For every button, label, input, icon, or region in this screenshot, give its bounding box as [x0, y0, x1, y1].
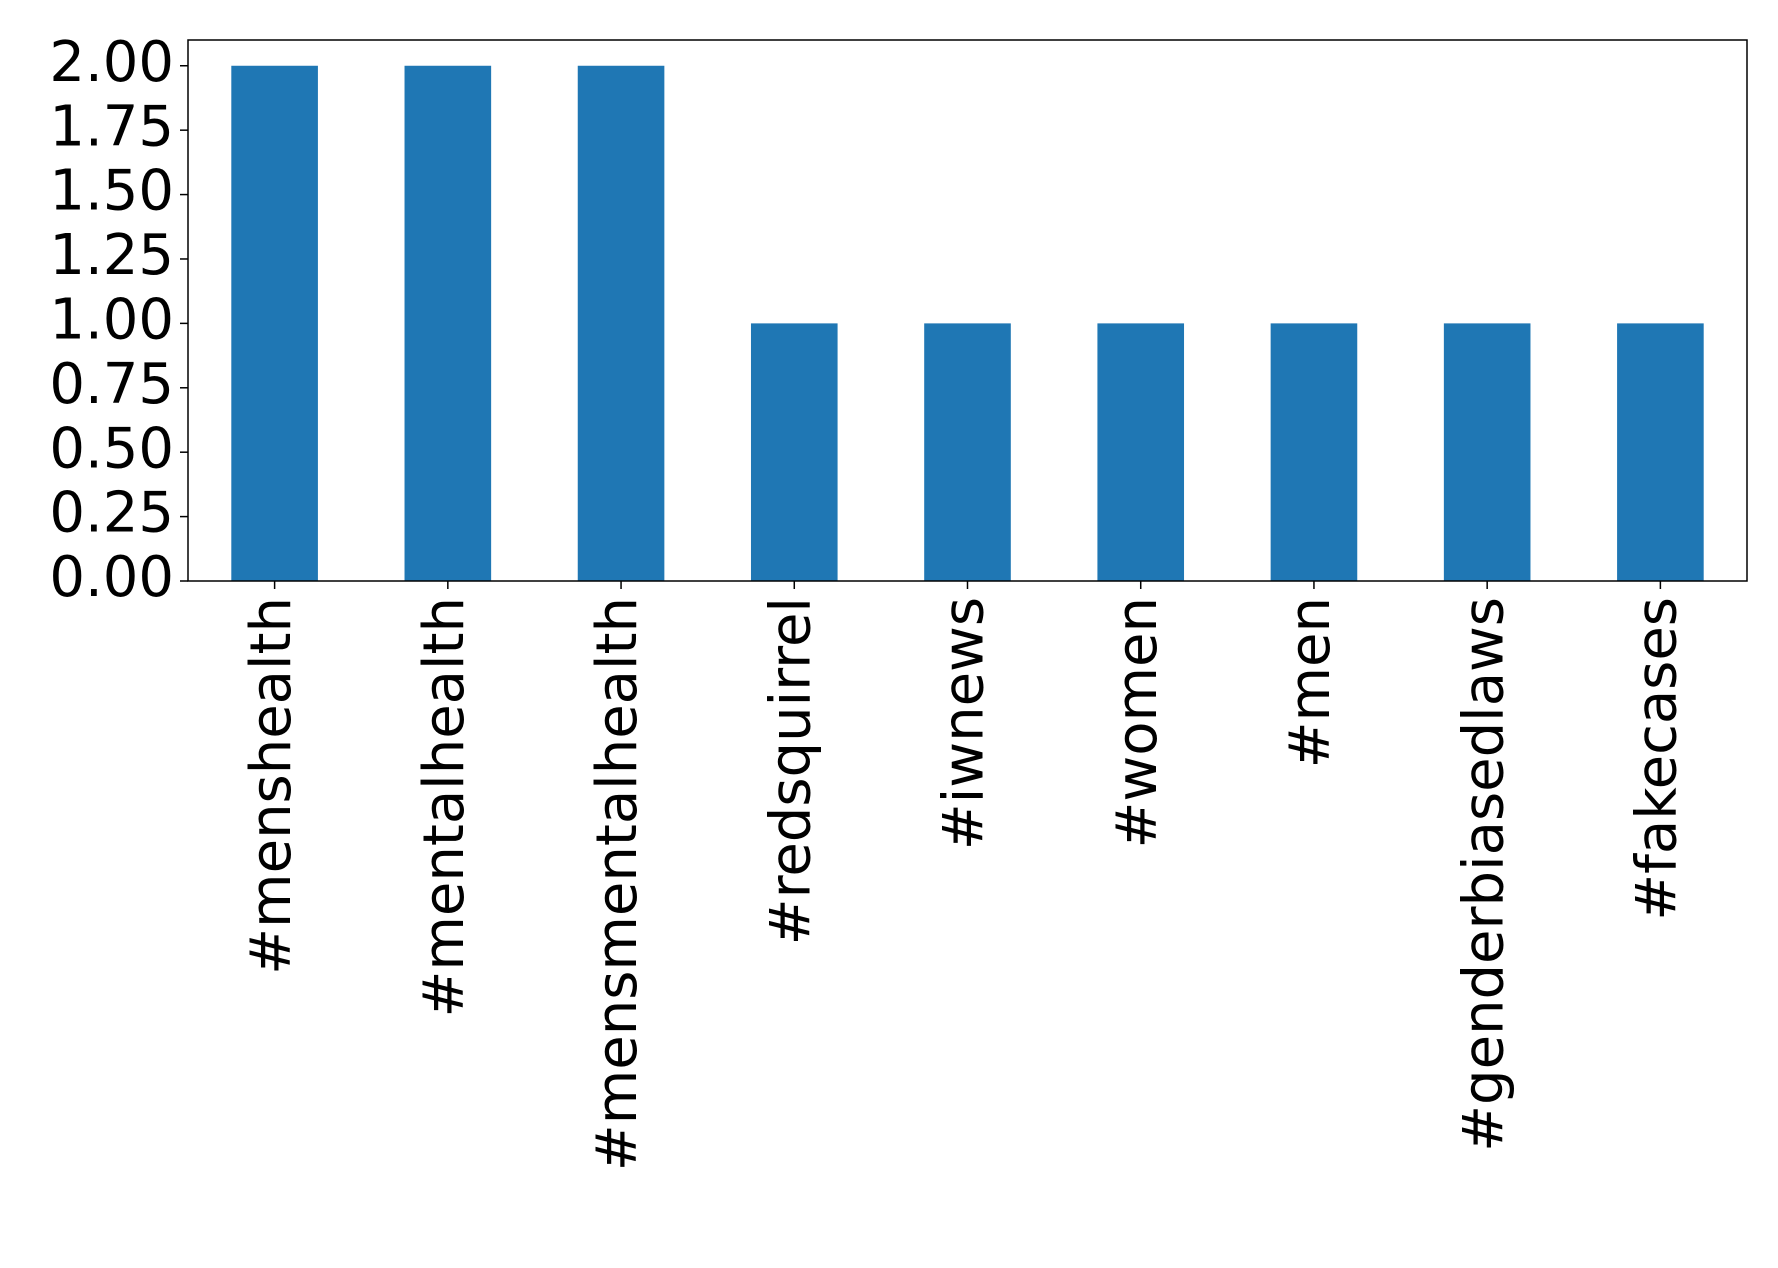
y-tick-label: 0.50 [49, 416, 174, 481]
y-tick-label: 1.00 [49, 288, 174, 353]
y-tick-label: 2.00 [49, 30, 174, 95]
bar [1097, 323, 1185, 581]
x-tick-label: #iwnews [932, 597, 997, 850]
bar [1443, 323, 1531, 581]
y-tick-label: 1.75 [49, 94, 174, 159]
plot-frame [187, 39, 1748, 582]
y-tick-label: 1.50 [49, 159, 174, 224]
bar [404, 65, 492, 581]
x-tick-label: #fakecases [1625, 597, 1690, 921]
bar [231, 65, 318, 581]
x-tick-label: #redsquirrel [758, 597, 823, 945]
y-tick-label: 1.25 [49, 223, 174, 288]
bar [1617, 323, 1704, 581]
x-tick-label: #genderbiasedlaws [1451, 597, 1516, 1152]
bar [750, 323, 838, 581]
y-tick-label: 0.75 [49, 352, 174, 417]
bar [577, 65, 665, 581]
y-tick-label: 0.00 [49, 545, 174, 610]
bar [1270, 323, 1358, 581]
x-tick-label: #mensmentalhealth [585, 597, 650, 1171]
y-tick-label: 0.25 [49, 481, 174, 546]
bar [924, 323, 1011, 581]
x-tick-label: #men [1278, 597, 1343, 768]
x-tick-label: #women [1105, 597, 1170, 848]
x-tick-label: #mentalhealth [412, 597, 477, 1018]
x-tick-label: #menshealth [239, 597, 304, 975]
